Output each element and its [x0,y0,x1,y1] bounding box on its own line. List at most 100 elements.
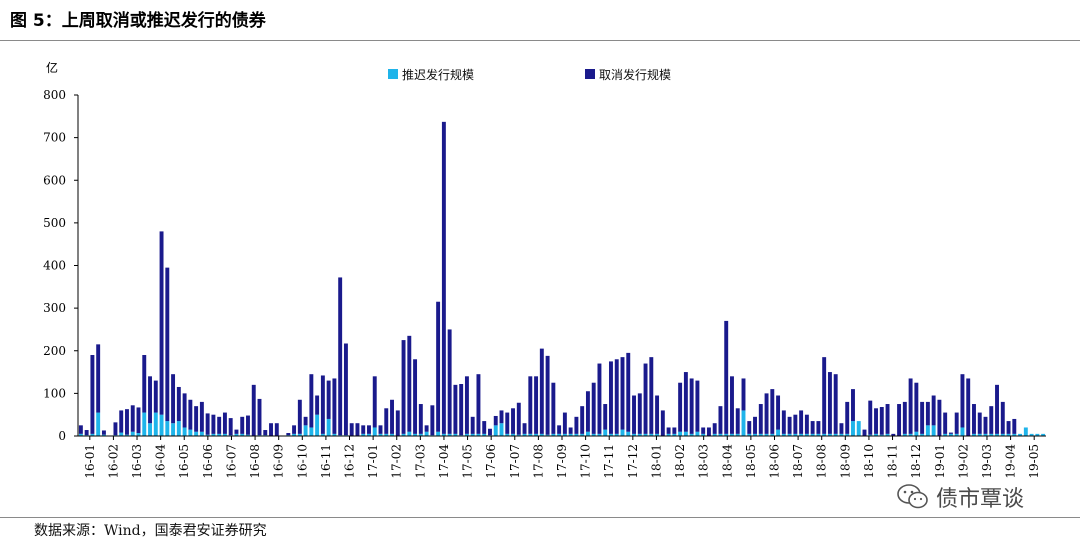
bar-cancel [885,404,890,434]
y-tick-label: 700 [43,131,66,145]
bar-cancel [165,267,170,422]
bar-delay [539,433,544,436]
bar-delay [557,433,562,436]
legend-swatch-delay [388,69,398,79]
bar-cancel [78,425,83,434]
bar-cancel [960,374,965,428]
y-axis-unit-label: 亿 [46,60,58,75]
bar-delay [845,433,850,436]
x-tick-label: 18-10 [862,444,876,479]
x-tick-label: 16-07 [225,444,239,479]
x-tick-label: 17-09 [555,444,569,479]
bar-delay [240,433,245,436]
bar-cancel [96,344,101,413]
bar-delay [505,433,510,436]
bar-cancel [983,416,988,434]
bar-cancel [995,384,999,434]
bar-delay [701,433,706,436]
bar-cancel [741,378,746,411]
bar-delay [384,433,389,436]
bar-cancel [286,433,291,436]
x-tick-label: 17-08 [531,444,545,479]
y-axis: 0 100 200 300 400 500 600 700 800 [43,88,79,443]
bar-cancel [338,277,343,436]
bar-delay [551,433,556,436]
bar-delay [418,433,423,436]
bar-cancel [643,363,648,434]
bar-delay [1029,433,1034,436]
x-tick-label: 19-01 [933,444,947,479]
y-tick-label: 600 [43,173,66,187]
bar-cancel [246,415,250,435]
bar-cancel [862,429,867,436]
bar-delay [153,412,158,436]
bar-delay [436,431,441,436]
bar-cancel [632,395,636,434]
bar-cancel [948,432,953,434]
bar-delay [528,433,533,436]
bar-delay [856,421,861,436]
x-tick-label: 17-03 [413,444,427,479]
bar-chart: 推迟发行规模 取消发行规模 亿 0 100 200 300 400 500 600 700 800… [43,60,1046,479]
bar-delay [943,433,948,436]
x-tick-label: 17-06 [484,444,498,479]
bar-delay [90,433,95,436]
bar-delay [390,433,394,436]
bar-cancel [222,412,227,434]
bar-delay [787,433,792,436]
bar-cancel [562,412,567,434]
bar-cancel [822,357,827,434]
bar-delay [464,433,469,436]
x-tick-label: 16-01 [83,444,97,479]
bar-delay [758,433,763,436]
bar-delay [730,433,734,436]
bar-cancel [499,410,504,424]
bar-delay [632,433,636,436]
x-tick-label: 18-12 [909,444,923,479]
bar-cancel [136,407,141,434]
bar-delay [810,433,815,436]
bar-delay [666,433,671,436]
x-tick-label: 18-07 [791,444,805,479]
bar-delay [879,434,884,436]
x-tick-label: 19-02 [956,444,970,479]
bar-cancel [476,374,481,434]
bar-cancel [182,393,187,428]
bar-cancel [90,355,95,434]
bar-delay [246,434,250,436]
bar-cancel [845,401,850,434]
legend-label-delay: 推迟发行规模 [402,67,474,82]
x-tick-label: 17-12 [626,444,640,479]
bar-cancel [1000,401,1005,434]
footer-divider [0,517,1080,518]
bar-cancel [441,121,446,434]
x-tick-label: 18-04 [720,444,734,479]
bar-delay [562,433,567,436]
x-tick-label: 19-04 [1004,444,1018,479]
bar-delay [948,433,953,436]
bar-cancel [378,425,383,434]
x-tick-label: 19-03 [980,444,994,479]
bar-cancel [401,340,406,434]
bar-cancel [211,414,216,434]
bar-cancel [263,430,268,436]
bar-cancel [718,406,723,434]
bar-delay [297,433,302,436]
bar-cancel [292,425,297,434]
x-tick-label: 18-02 [673,444,687,479]
bar-cancel [989,406,994,434]
x-tick-label: 17-07 [508,444,522,479]
bar-delay [159,414,164,436]
bar-cancel [125,409,129,435]
bar-cancel [545,355,550,435]
bar-delay [292,433,297,436]
bar-delay [234,433,239,436]
bar-cancel [764,393,769,434]
bar-cancel [332,378,337,434]
x-tick-label: 17-02 [390,444,404,479]
bar-cancel [810,421,815,434]
bar-cancel [424,425,429,432]
bar-cancel [672,427,677,434]
bar-cancel [522,423,527,434]
bar-delay [816,433,821,436]
